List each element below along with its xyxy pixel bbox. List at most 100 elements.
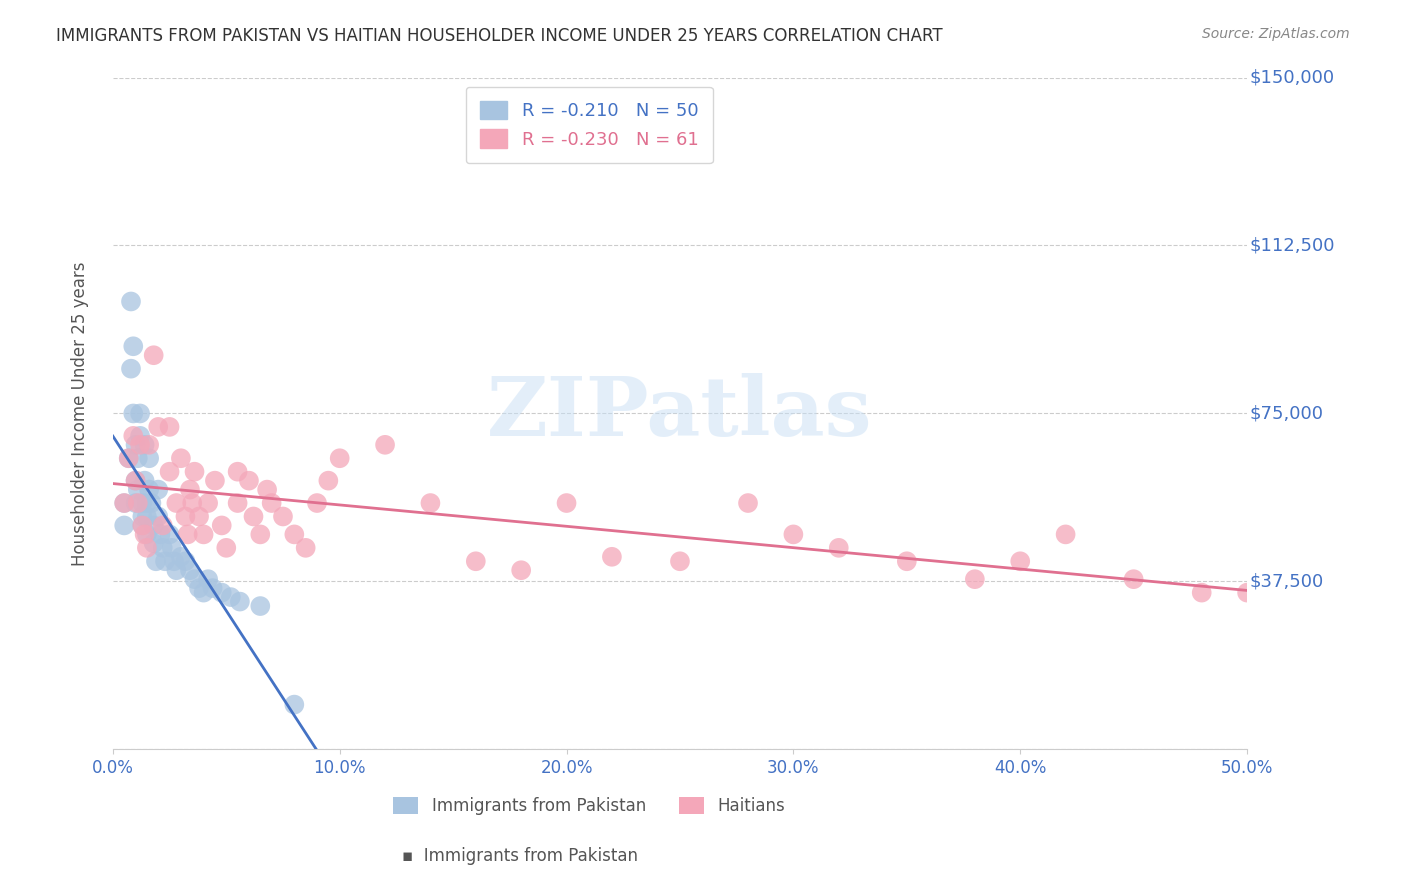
Point (138, 438, 160, 452)
Point (179, 483, 201, 497)
Point (828, 541, 851, 555)
Point (260, 496, 283, 510)
Point (122, 407, 145, 421)
Point (122, 339, 145, 353)
Point (141, 496, 163, 510)
Text: IMMIGRANTS FROM PAKISTAN VS HAITIAN HOUSEHOLDER INCOME UNDER 25 YEARS CORRELATIO: IMMIGRANTS FROM PAKISTAN VS HAITIAN HOUS… (56, 27, 943, 45)
Point (283, 527, 305, 541)
Point (134, 438, 156, 452)
Point (249, 599, 271, 613)
Point (159, 465, 181, 479)
Text: $37,500: $37,500 (1250, 573, 1323, 591)
Point (165, 496, 187, 510)
Text: $150,000: $150,000 (1250, 69, 1334, 87)
Point (127, 496, 149, 510)
Point (131, 509, 153, 524)
Text: ▪  Immigrants from Pakistan: ▪ Immigrants from Pakistan (402, 847, 638, 865)
Point (152, 541, 174, 555)
Point (318, 474, 340, 488)
Point (124, 474, 146, 488)
Point (135, 509, 157, 524)
Text: Source: ZipAtlas.com: Source: ZipAtlas.com (1202, 27, 1350, 41)
Point (177, 527, 200, 541)
Point (204, 474, 226, 488)
Y-axis label: Householder Income Under 25 years: Householder Income Under 25 years (72, 261, 89, 566)
Point (197, 572, 219, 586)
Point (271, 509, 294, 524)
Point (124, 496, 146, 510)
Point (1236, 585, 1258, 599)
Point (215, 541, 238, 555)
Point (124, 474, 146, 488)
Point (170, 549, 193, 564)
Point (305, 496, 328, 510)
Point (226, 496, 249, 510)
Point (120, 361, 142, 376)
Point (148, 420, 170, 434)
Point (124, 438, 146, 452)
Point (134, 474, 156, 488)
Point (181, 496, 204, 510)
Point (112, 496, 135, 510)
Point (112, 518, 135, 533)
Point (238, 474, 260, 488)
Point (142, 518, 165, 533)
Point (249, 527, 271, 541)
Legend: Immigrants from Pakistan, Haitians: Immigrants from Pakistan, Haitians (387, 790, 792, 822)
Point (896, 554, 918, 568)
Point (131, 518, 153, 533)
Point (201, 581, 224, 595)
Point (127, 451, 149, 466)
Text: $75,000: $75,000 (1250, 404, 1323, 423)
Point (165, 563, 187, 577)
Point (737, 496, 759, 510)
Point (138, 483, 160, 497)
Point (256, 483, 278, 497)
Point (174, 554, 197, 568)
Point (1010, 554, 1032, 568)
Point (170, 451, 193, 466)
Point (283, 698, 305, 712)
Point (174, 509, 197, 524)
Point (135, 527, 157, 541)
Point (112, 496, 135, 510)
Point (142, 348, 165, 362)
Point (160, 541, 183, 555)
Point (1281, 599, 1303, 613)
Point (148, 483, 170, 497)
Point (1191, 585, 1213, 599)
Point (211, 518, 233, 533)
Point (226, 465, 249, 479)
Point (183, 465, 205, 479)
Point (120, 294, 142, 309)
Point (153, 554, 176, 568)
Point (135, 541, 157, 555)
Text: $112,500: $112,500 (1250, 236, 1334, 254)
Point (135, 496, 157, 510)
Point (197, 496, 219, 510)
Text: ZIPatlas: ZIPatlas (488, 374, 873, 453)
Point (555, 496, 578, 510)
Point (229, 594, 252, 608)
Point (159, 420, 181, 434)
Point (129, 429, 152, 443)
Point (134, 527, 156, 541)
Point (118, 451, 141, 466)
Point (149, 527, 172, 541)
Point (600, 549, 623, 564)
Point (179, 563, 201, 577)
Point (963, 572, 986, 586)
Point (242, 509, 264, 524)
Point (152, 518, 174, 533)
Point (159, 527, 181, 541)
Point (188, 581, 211, 595)
Point (1350, 585, 1372, 599)
Point (1054, 527, 1077, 541)
Point (145, 554, 167, 568)
Point (142, 536, 165, 550)
Point (193, 585, 215, 599)
Point (193, 527, 215, 541)
Point (510, 563, 533, 577)
Point (374, 438, 396, 452)
Point (118, 451, 141, 466)
